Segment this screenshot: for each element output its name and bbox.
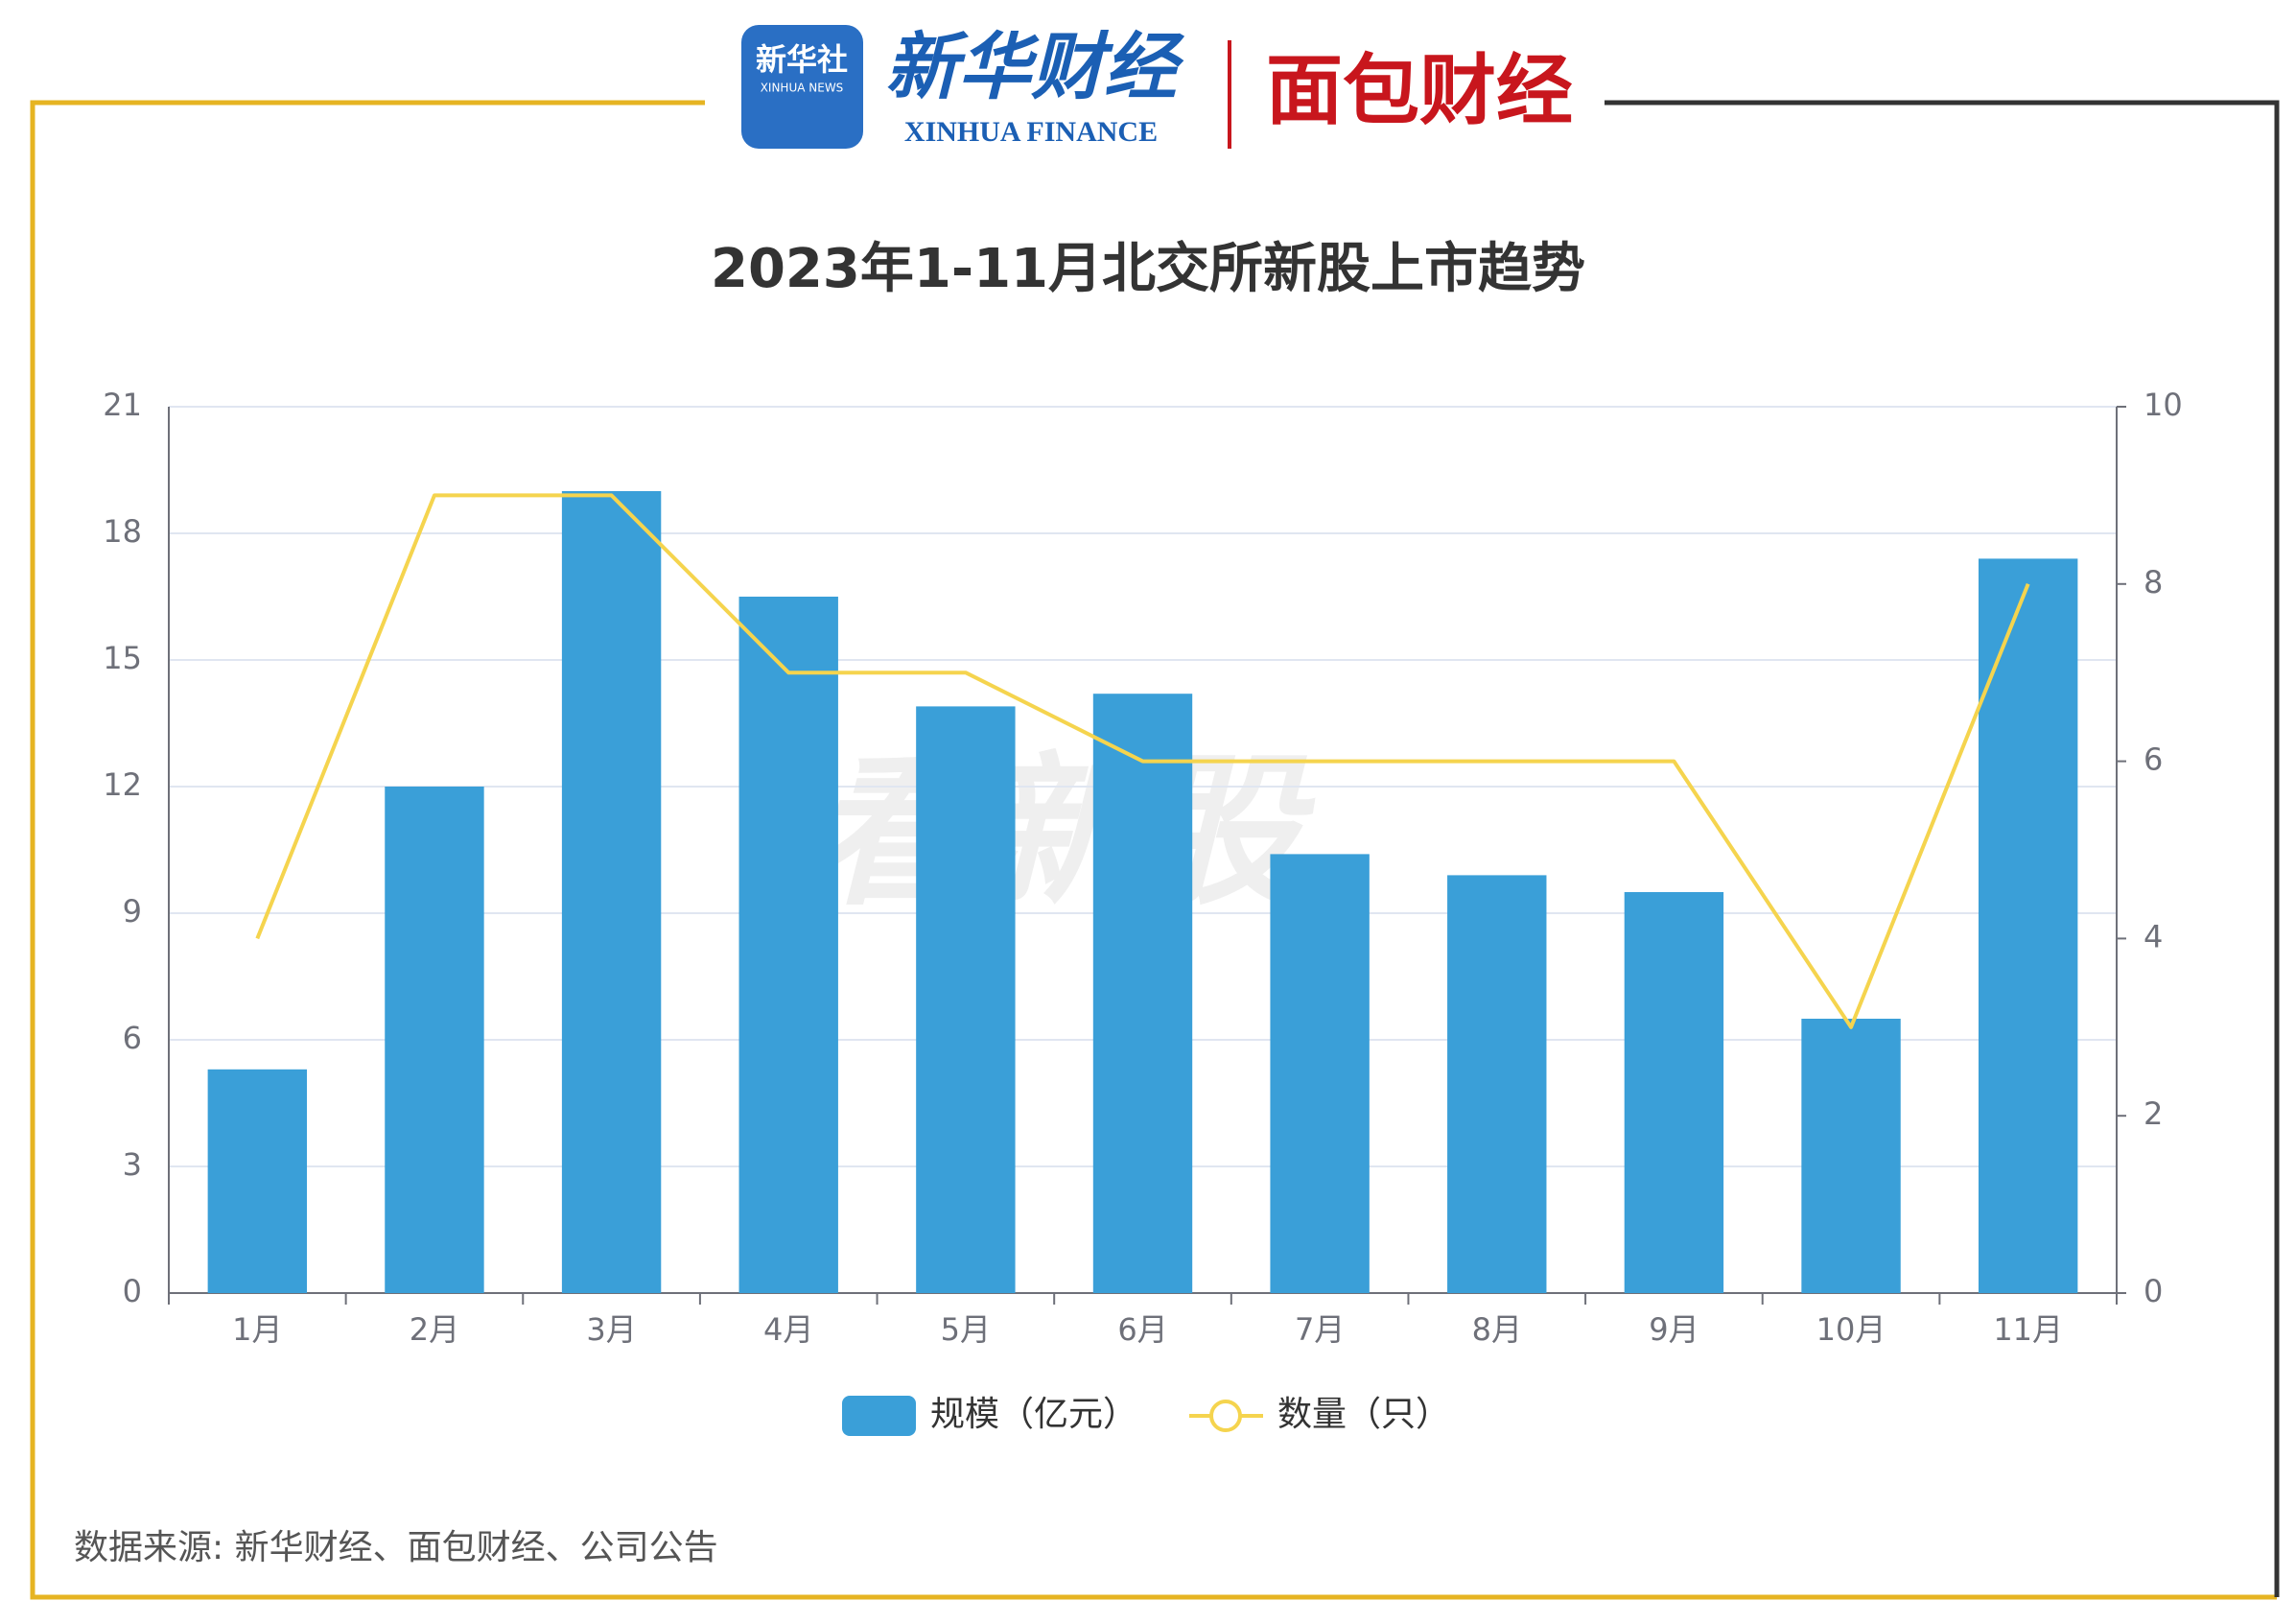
bar xyxy=(1270,854,1370,1293)
x-tick-label: 6月 xyxy=(1117,1311,1167,1348)
y2-tick-label: 2 xyxy=(2144,1095,2163,1132)
x-tick-label: 8月 xyxy=(1472,1311,1522,1348)
y-tick-label: 12 xyxy=(103,766,142,803)
y2-tick-label: 6 xyxy=(2144,741,2163,778)
logo-box xyxy=(741,25,863,149)
bar xyxy=(1624,892,1724,1293)
frame-dark xyxy=(1605,100,2280,1597)
legend-swatch xyxy=(1209,1400,1242,1432)
y-tick-label: 18 xyxy=(103,513,142,550)
y2-tick-label: 4 xyxy=(2144,918,2163,954)
x-tick-label: 4月 xyxy=(763,1311,813,1348)
y2-tick-label: 0 xyxy=(2144,1273,2163,1309)
x-tick-label: 1月 xyxy=(232,1311,282,1348)
x-tick-label: 2月 xyxy=(410,1311,459,1348)
frame-yellow xyxy=(30,100,2277,1600)
bar xyxy=(385,787,484,1293)
source: 数据来源: 新华财经、面包财经、公司公告 xyxy=(74,1528,718,1567)
y-tick-label: 0 xyxy=(123,1273,142,1309)
y2-tick-label: 10 xyxy=(2144,387,2183,423)
watermark: 看新股 xyxy=(810,738,1316,928)
legend-label: 规模（亿元） xyxy=(930,1395,1137,1434)
x-tick-label: 9月 xyxy=(1649,1311,1699,1348)
bar xyxy=(207,1069,308,1293)
legend-swatch xyxy=(842,1396,916,1436)
y-tick-label: 9 xyxy=(123,893,142,930)
y-tick-label: 21 xyxy=(103,387,142,423)
x-tick-label: 7月 xyxy=(1295,1311,1345,1348)
y-tick-label: 3 xyxy=(123,1146,142,1183)
y2-tick-label: 8 xyxy=(2144,564,2163,600)
bar xyxy=(1092,694,1193,1293)
x-tick-label: 11月 xyxy=(1993,1311,2063,1348)
x-tick-label: 3月 xyxy=(586,1311,636,1348)
bar xyxy=(561,491,662,1293)
x-tick-label: 10月 xyxy=(1816,1311,1886,1348)
bar xyxy=(738,597,838,1293)
chart-title: 2023年1-11月北交所新股上市趋势 xyxy=(711,238,1585,300)
bar xyxy=(916,706,1016,1293)
logo-text: XINHUA FINANCE xyxy=(904,116,1158,148)
x-tick-label: 5月 xyxy=(941,1311,991,1348)
y-tick-label: 6 xyxy=(123,1020,142,1056)
logo-text: 新华财经 xyxy=(885,24,1185,109)
bar xyxy=(1978,558,2078,1293)
legend-label: 数量（只） xyxy=(1277,1395,1450,1434)
logo-text: 新华社 xyxy=(756,41,848,78)
y-tick-label: 15 xyxy=(103,640,142,676)
line xyxy=(255,493,2030,1029)
bar xyxy=(1447,875,1547,1293)
logo-text: XINHUA NEWS xyxy=(761,82,844,95)
logo-text: 面包财经 xyxy=(1266,46,1573,135)
bar xyxy=(1801,1019,1901,1293)
